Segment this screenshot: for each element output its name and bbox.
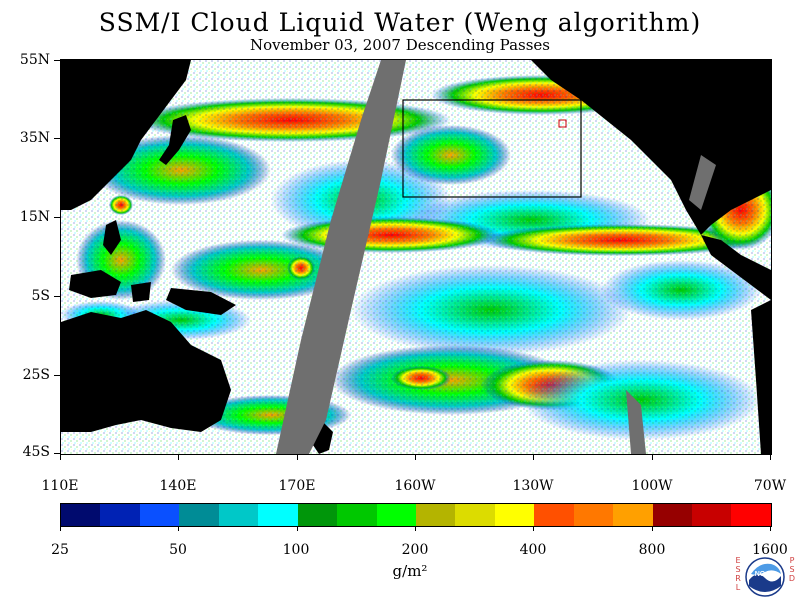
lon-label-110e: 110E xyxy=(41,478,79,494)
lon-tick xyxy=(770,454,771,460)
colorbar-swatch xyxy=(297,504,338,526)
sulawesi-landmass xyxy=(131,282,151,302)
inset-marker-box xyxy=(558,119,567,128)
lat-tick xyxy=(54,296,60,297)
philippines-landmass xyxy=(103,220,121,255)
lat-label-45s: 45S xyxy=(22,444,50,460)
page-title: SSM/I Cloud Liquid Water (Weng algorithm… xyxy=(98,8,702,37)
lon-tick xyxy=(178,454,179,460)
lon-tick xyxy=(652,454,653,460)
svg-text:NOAA: NOAA xyxy=(755,571,776,578)
colorbar-swatch xyxy=(179,504,219,526)
colorbar-tick xyxy=(651,526,653,531)
cloud-liquid-water-map xyxy=(60,59,772,455)
colorbar-swatch xyxy=(218,504,259,526)
colorbar-label: 400 xyxy=(519,542,547,558)
no-data-swaths xyxy=(276,60,716,454)
colorbar-label: 200 xyxy=(401,542,429,558)
colorbar-label: 800 xyxy=(638,542,666,558)
no-data-swath-south xyxy=(626,390,646,454)
lat-tick xyxy=(54,453,60,454)
lon-label-140e: 140E xyxy=(159,478,197,494)
colorbar-label: 25 xyxy=(51,542,69,558)
lon-label-160w: 160W xyxy=(394,478,436,494)
page-subtitle: November 03, 2007 Descending Passes xyxy=(249,36,550,54)
no-data-swath-north xyxy=(689,155,716,210)
colorbar-tick xyxy=(533,526,535,531)
noaa-emblem-icon: NOAA xyxy=(745,557,785,597)
borneo-landmass xyxy=(69,270,121,298)
lon-label-170e: 170E xyxy=(278,478,316,494)
colorbar xyxy=(60,503,772,527)
north-america-landmass xyxy=(531,60,771,235)
lon-tick xyxy=(533,454,534,460)
colorbar-swatch xyxy=(613,504,653,526)
lat-label-55n: 55N xyxy=(19,52,50,68)
no-data-swath-main xyxy=(276,60,406,454)
colorbar-swatch xyxy=(100,504,140,526)
colorbar-swatch xyxy=(258,504,298,526)
colorbar-tick xyxy=(770,526,771,531)
colorbar-label: 50 xyxy=(169,542,187,558)
lat-tick xyxy=(54,60,60,61)
japan-landmass xyxy=(159,115,191,165)
colorbar-label: 1600 xyxy=(752,542,788,558)
colorbar-swatch xyxy=(534,504,574,526)
colorbar-swatch xyxy=(455,504,495,526)
colorbar-tick xyxy=(60,526,61,531)
colorbar-swatch xyxy=(494,504,535,526)
lon-label-70w: 70W xyxy=(753,478,787,494)
central-america-landmass xyxy=(701,235,771,300)
colorbar-label: 100 xyxy=(282,542,310,558)
lat-label-35n: 35N xyxy=(19,130,50,146)
colorbar-swatch xyxy=(139,504,180,526)
colorbar-swatch xyxy=(61,504,101,526)
colorbar-swatch xyxy=(376,504,416,526)
asia-landmass xyxy=(61,60,191,210)
colorbar-unit: g/m² xyxy=(392,562,428,580)
colorbar-swatch xyxy=(415,504,456,526)
lon-label-100w: 100W xyxy=(631,478,673,494)
lat-label-15n: 15N xyxy=(19,209,50,225)
inset-region-box xyxy=(402,99,582,198)
new-guinea-landmass xyxy=(166,288,236,315)
new-zealand-landmass xyxy=(313,422,333,454)
colorbar-swatch xyxy=(652,504,692,526)
colorbar-tick xyxy=(178,526,180,531)
colorbar-tick xyxy=(296,526,298,531)
lat-tick xyxy=(54,217,60,218)
lon-label-130w: 130W xyxy=(512,478,554,494)
colorbar-swatch xyxy=(731,504,771,526)
colorbar-swatch xyxy=(337,504,377,526)
colorbar-swatch xyxy=(692,504,732,526)
lon-tick xyxy=(415,454,416,460)
land-masses xyxy=(61,60,771,454)
lat-label-25s: 25S xyxy=(22,367,50,383)
lat-tick xyxy=(54,375,60,376)
map-canvas xyxy=(61,60,771,454)
lat-tick xyxy=(54,138,60,139)
lon-tick xyxy=(60,454,61,460)
colorbar-tick xyxy=(415,526,416,531)
lon-tick xyxy=(297,454,298,460)
lat-label-5s: 5S xyxy=(31,288,51,304)
australia-landmass xyxy=(61,310,231,432)
colorbar-swatch xyxy=(573,504,614,526)
south-america-landmass xyxy=(751,300,771,454)
